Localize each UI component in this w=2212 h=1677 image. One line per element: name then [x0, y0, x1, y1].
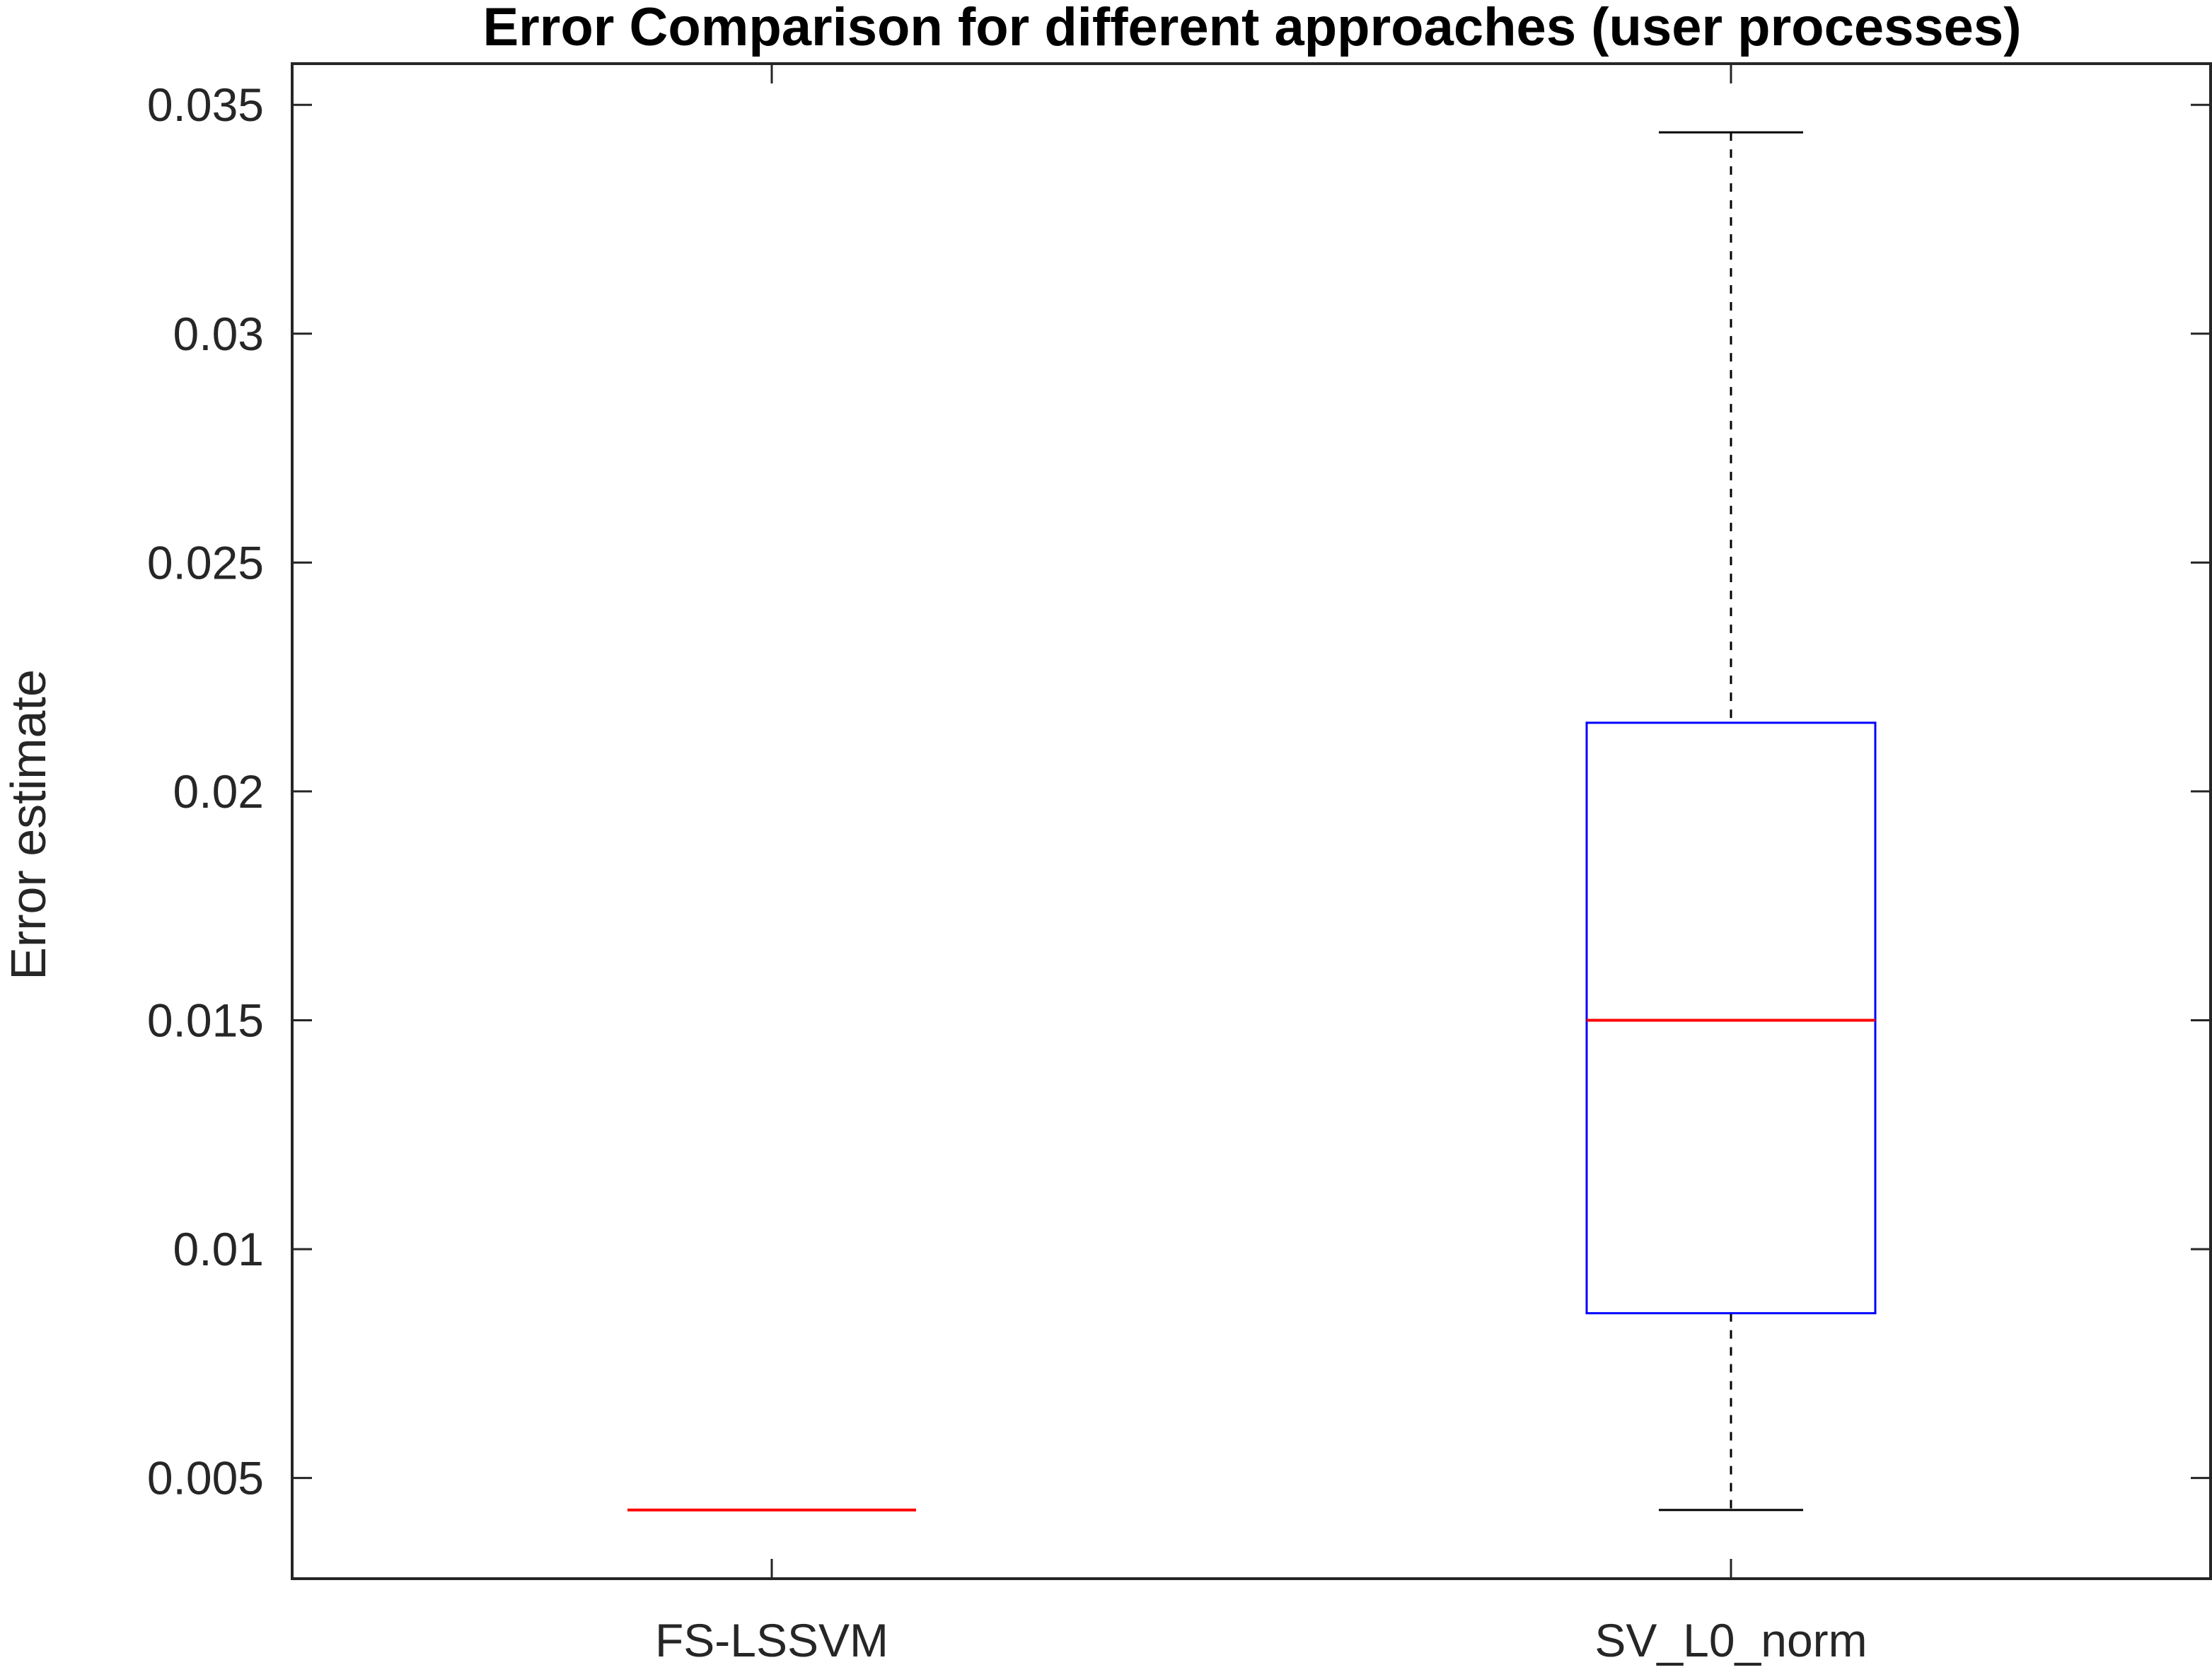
y-tick-label: 0.01	[173, 1223, 264, 1275]
y-tick-label: 0.035	[147, 79, 264, 131]
y-tick-label: 0.015	[147, 994, 264, 1047]
y-tick-label: 0.005	[147, 1452, 264, 1504]
plot-area: 0.005 0.01 0.015 0.02 0.025 0.03 0.035 FS-LSSVM…	[147, 62, 2212, 1666]
iqr-box	[1585, 721, 1877, 1315]
plot-frame	[291, 62, 2212, 1580]
y-tick-label: 0.025	[147, 536, 264, 588]
chart-title: Error Comparison for different approache…	[482, 0, 2021, 57]
x-tick-label: SV_L0_norm	[1594, 1614, 1867, 1666]
y-tick-label: 0.02	[173, 765, 264, 818]
y-tick-label: 0.03	[173, 308, 264, 360]
y-axis-label: Error estimate	[1, 669, 56, 980]
x-tick-label: FS-LSSVM	[655, 1614, 888, 1666]
